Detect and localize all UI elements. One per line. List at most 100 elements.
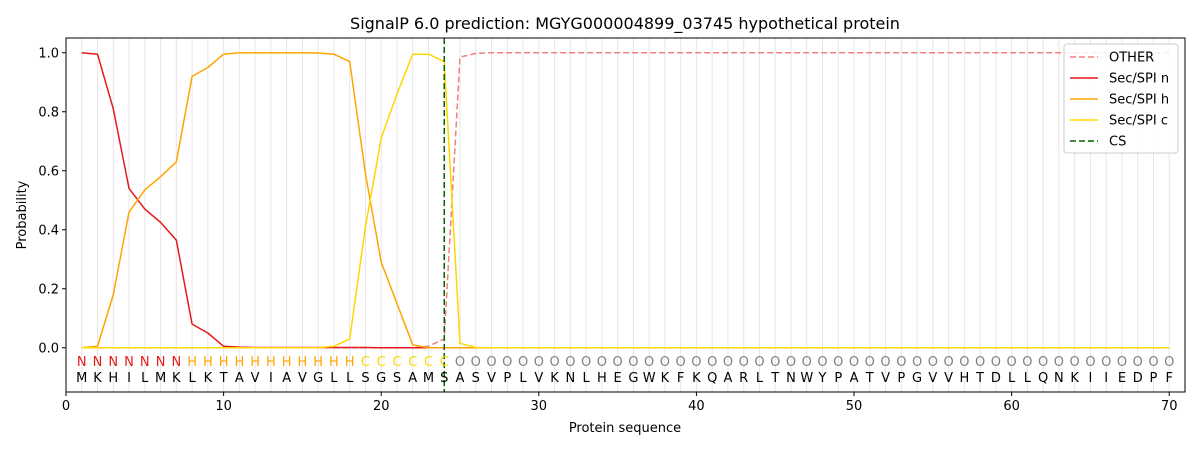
region-label: O	[991, 355, 1001, 370]
region-label: O	[565, 355, 575, 370]
residue-label: L	[756, 371, 764, 386]
residue-label: K	[204, 371, 213, 386]
residue-label: K	[550, 371, 559, 386]
residue-label: T	[975, 371, 984, 386]
residue-label: F	[1165, 371, 1172, 386]
region-label: N	[124, 355, 134, 370]
y-tick-label: 0.4	[38, 223, 59, 238]
residue-label: R	[739, 371, 748, 386]
region-label: O	[739, 355, 749, 370]
legend-label: Sec/SPI n	[1109, 72, 1169, 87]
x-tick-label: 40	[688, 399, 705, 414]
residue-label: W	[643, 371, 656, 386]
residue-label: V	[944, 371, 953, 386]
residue-label: G	[376, 371, 386, 386]
residue-label: S	[361, 371, 369, 386]
region-label: H	[266, 355, 276, 370]
region-label: O	[455, 355, 465, 370]
y-tick-label: 0.2	[38, 282, 59, 297]
region-label: O	[754, 355, 764, 370]
residue-label: I	[1104, 371, 1108, 386]
residue-label: A	[282, 371, 291, 386]
x-tick-label: 60	[1003, 399, 1020, 414]
region-label: O	[628, 355, 638, 370]
residue-label: L	[141, 371, 149, 386]
series-line-other	[81, 52, 1170, 349]
y-tick-label: 0.6	[38, 164, 59, 179]
residue-label: Y	[818, 371, 827, 386]
residue-label: V	[928, 371, 937, 386]
region-label: O	[849, 355, 859, 370]
legend-label: Sec/SPI c	[1109, 114, 1168, 129]
residue-label: H	[597, 371, 607, 386]
residue-label: N	[786, 371, 796, 386]
residue-label: L	[1024, 371, 1032, 386]
region-label: N	[93, 355, 103, 370]
region-label: O	[549, 355, 559, 370]
residue-label: A	[850, 371, 859, 386]
region-label: H	[187, 355, 197, 370]
region-label: O	[518, 355, 528, 370]
residue-label: L	[346, 371, 354, 386]
residue-label: L	[582, 371, 590, 386]
x-tick-label: 20	[373, 399, 390, 414]
region-label: O	[786, 355, 796, 370]
region-label: O	[959, 355, 969, 370]
residue-label: S	[393, 371, 401, 386]
y-tick-label: 0.8	[38, 105, 59, 120]
residue-label: G	[313, 371, 323, 386]
region-label: C	[424, 355, 433, 370]
residue-label: E	[614, 371, 622, 386]
region-label: H	[282, 355, 292, 370]
residue-label: I	[1089, 371, 1093, 386]
region-label: O	[1117, 355, 1127, 370]
x-axis-label: Protein sequence	[569, 421, 681, 436]
residue-label: D	[1133, 371, 1143, 386]
residue-label: V	[881, 371, 890, 386]
region-label: O	[707, 355, 717, 370]
region-label: O	[880, 355, 890, 370]
y-tick-label: 1.0	[38, 46, 59, 61]
region-label: O	[1070, 355, 1080, 370]
residue-label: L	[1008, 371, 1016, 386]
region-label: N	[108, 355, 118, 370]
residue-label: A	[408, 371, 417, 386]
region-label: H	[203, 355, 213, 370]
x-tick-label: 0	[62, 399, 70, 414]
region-label: N	[171, 355, 181, 370]
region-label: H	[234, 355, 244, 370]
region-label: C	[361, 355, 370, 370]
residue-label: E	[1118, 371, 1126, 386]
region-label: H	[345, 355, 355, 370]
residue-label: L	[330, 371, 338, 386]
residue-label: G	[628, 371, 638, 386]
sequence-annotation: NMNKNHNINLNMNKHLHKHTHAHVHIHAHVHGHLHLCSCG…	[76, 355, 1174, 386]
legend-label: CS	[1109, 135, 1126, 150]
residue-label: N	[1054, 371, 1064, 386]
residue-label: Q	[707, 371, 717, 386]
region-label: O	[1148, 355, 1158, 370]
region-label: N	[156, 355, 166, 370]
region-label: O	[471, 355, 481, 370]
legend: OTHER Sec/SPI n Sec/SPI h Sec/SPI c CS	[1063, 43, 1179, 154]
region-label: O	[896, 355, 906, 370]
region-label: H	[219, 355, 229, 370]
region-label: O	[817, 355, 827, 370]
x-tick-label: 10	[215, 399, 232, 414]
legend-box	[1063, 43, 1179, 154]
residue-label: T	[770, 371, 779, 386]
region-label: O	[1133, 355, 1143, 370]
residue-label: G	[912, 371, 922, 386]
residue-label: M	[423, 371, 434, 386]
region-label: O	[833, 355, 843, 370]
residue-label: K	[93, 371, 102, 386]
residue-label: V	[534, 371, 543, 386]
residue-label: A	[456, 371, 465, 386]
x-tick-label: 70	[1161, 399, 1178, 414]
region-label: O	[660, 355, 670, 370]
residue-label: S	[472, 371, 480, 386]
region-label: O	[534, 355, 544, 370]
residue-label: H	[108, 371, 118, 386]
region-label: C	[408, 355, 417, 370]
region-label: O	[502, 355, 512, 370]
